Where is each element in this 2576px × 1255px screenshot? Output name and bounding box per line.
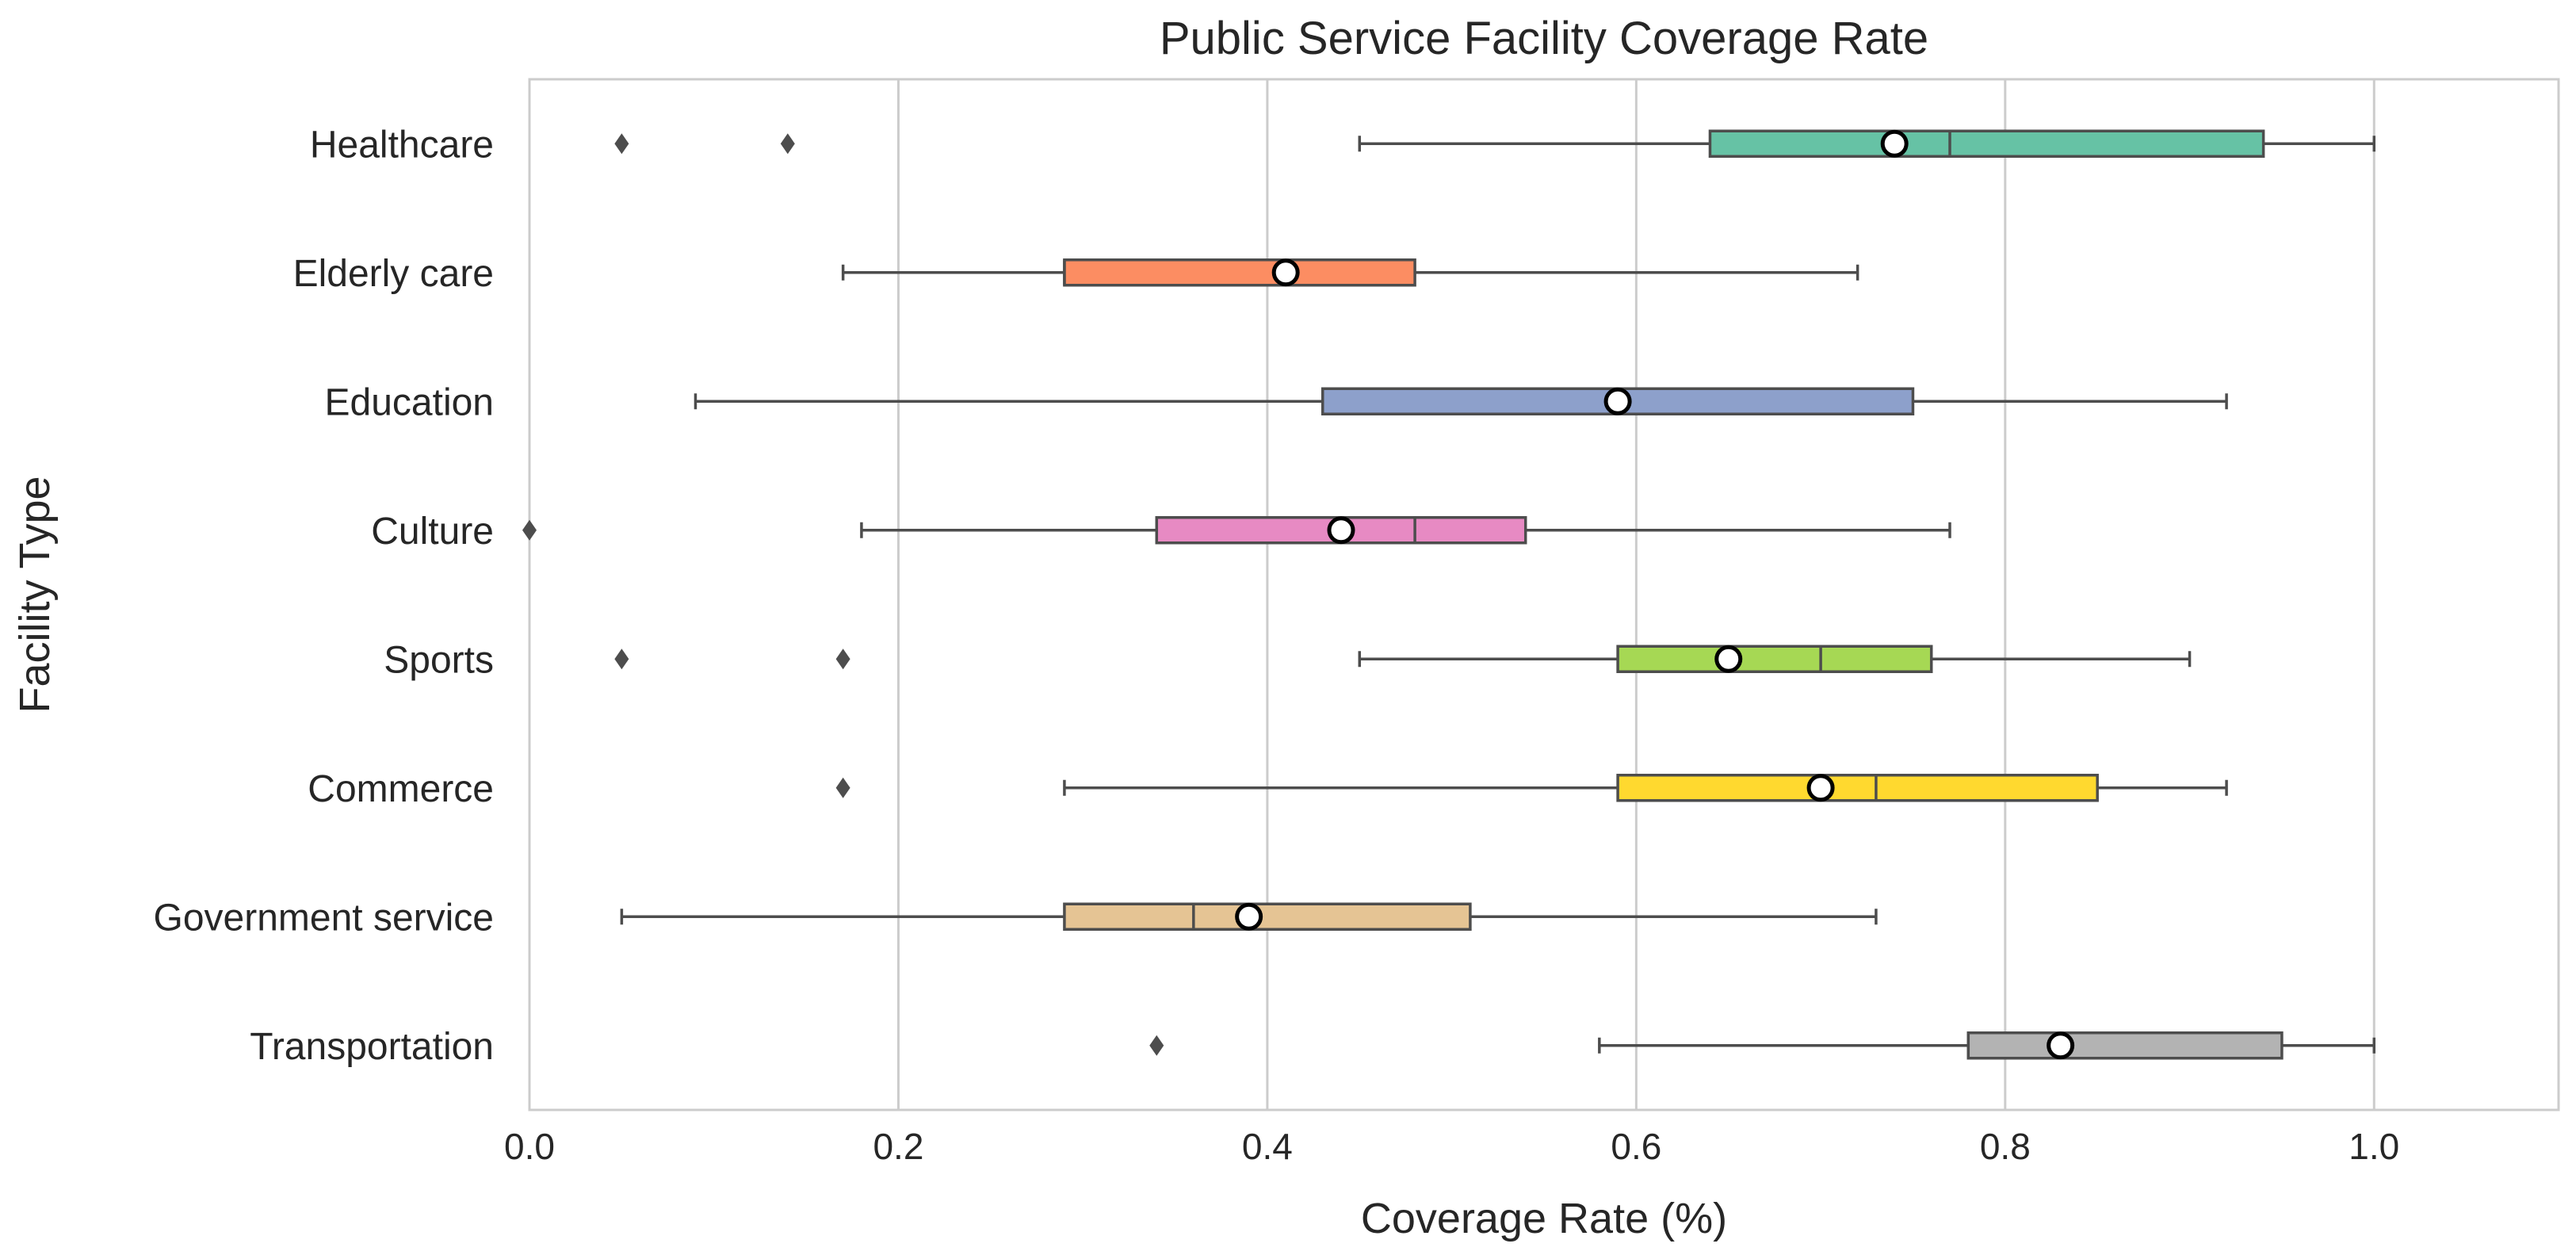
outlier-point	[780, 133, 795, 155]
box-group-culture	[522, 516, 1951, 545]
x-tick-labels: 0.0 0.2 0.4 0.6 0.8 1.0	[504, 1126, 2399, 1167]
y-axis-label: Facility Type	[11, 476, 59, 713]
outlier-point	[1149, 1035, 1164, 1056]
box-group-sports	[614, 645, 2192, 673]
iqr-box	[1708, 129, 2265, 158]
category-label: Culture	[371, 511, 494, 553]
category-label: Education	[325, 381, 495, 423]
iqr-box	[1966, 1031, 2284, 1060]
iqr-box	[1063, 902, 1472, 931]
outlier-point	[522, 519, 537, 541]
mean-marker	[1880, 129, 1909, 158]
x-tick-label: 0.8	[1980, 1126, 2031, 1167]
box-group-education	[694, 387, 2228, 415]
grid-lines	[528, 79, 2375, 1110]
mean-marker	[2047, 1031, 2075, 1060]
x-tick-label: 1.0	[2349, 1126, 2399, 1167]
box-group-commerce	[835, 774, 2228, 802]
x-tick-label: 0.6	[1611, 1126, 1661, 1167]
mean-marker	[1714, 645, 1743, 673]
box-layer	[522, 129, 2376, 1060]
x-axis-label: Coverage Rate (%)	[1361, 1195, 1727, 1242]
mean-marker	[1271, 258, 1300, 287]
category-label: Commerce	[308, 768, 494, 810]
outlier-point	[614, 649, 629, 670]
category-label: Sports	[384, 639, 494, 681]
plot-frame	[528, 78, 2560, 1112]
iqr-box	[1616, 774, 2099, 802]
outlier-point	[614, 133, 629, 155]
x-tick-label: 0.2	[873, 1126, 923, 1167]
box-group-government-service	[620, 902, 1878, 931]
category-label: Transportation	[250, 1026, 494, 1068]
category-label: Government service	[154, 897, 495, 939]
mean-marker	[1327, 516, 1355, 545]
x-tick-label: 0.4	[1242, 1126, 1293, 1167]
box-group-transportation	[1149, 1031, 2376, 1060]
mean-marker	[1235, 902, 1263, 931]
x-tick-label: 0.0	[504, 1126, 555, 1167]
box-group-elderly-care	[841, 258, 1859, 287]
outlier-point	[835, 649, 850, 670]
box-group-healthcare	[614, 129, 2376, 158]
category-labels: Healthcare Elderly care Education Culture Sp…	[154, 124, 495, 1068]
chart-title: Public Service Facility Coverage Rate	[1160, 13, 1928, 64]
iqr-box	[1063, 258, 1416, 287]
category-label: Elderly care	[293, 253, 494, 295]
mean-marker	[1603, 387, 1632, 415]
category-label: Healthcare	[310, 124, 494, 166]
outlier-point	[835, 777, 850, 798]
mean-marker	[1806, 774, 1835, 802]
iqr-box	[1616, 645, 1933, 673]
